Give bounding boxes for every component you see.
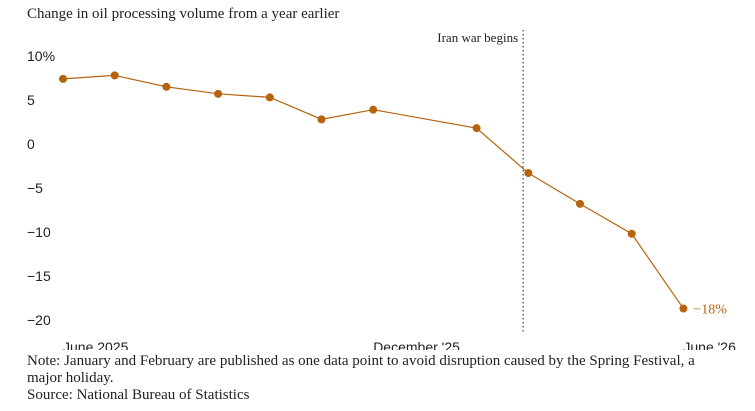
- series: −18%: [59, 71, 727, 318]
- y-tick-label: −10: [27, 224, 51, 240]
- data-point: [214, 89, 223, 98]
- annotation-label: Iran war begins: [437, 30, 518, 45]
- x-axis-ticks: June 2025 December '25 June '26: [63, 339, 736, 350]
- data-point: [317, 115, 326, 124]
- note-text: Note: January and February are published…: [27, 353, 695, 386]
- data-point: [110, 71, 119, 80]
- data-point: [679, 304, 688, 313]
- series-line: [62, 74, 684, 309]
- x-tick-label: June '26: [683, 339, 736, 350]
- y-tick-label: 0: [27, 136, 35, 152]
- chart-notes: Note: January and February are published…: [27, 353, 717, 404]
- data-point: [472, 124, 481, 133]
- x-tick-label: June 2025: [63, 339, 129, 350]
- chart-title: Change in oil processing volume from a y…: [27, 6, 340, 22]
- data-point: [162, 82, 171, 91]
- data-point: [369, 105, 378, 114]
- end-value-label: −18%: [693, 303, 727, 318]
- x-tick-label: December '25: [373, 339, 460, 350]
- y-tick-label: −20: [27, 312, 51, 328]
- y-tick-label: 5: [27, 92, 35, 108]
- line-chart: 10%50−5−10−15−20 June 2025 December '25 Ju…: [27, 30, 736, 350]
- y-tick-label: 10%: [27, 48, 55, 64]
- data-point: [59, 74, 67, 83]
- y-tick-label: −15: [27, 268, 51, 284]
- data-point: [627, 229, 636, 238]
- data-point: [524, 169, 533, 178]
- data-point: [576, 199, 584, 208]
- y-axis-ticks: 10% 5 0 −5 −10 −15 −20: [27, 48, 55, 328]
- source-text: Source: National Bureau of Statistics: [27, 387, 250, 403]
- annotations: Iran war begins: [437, 30, 524, 332]
- data-point: [265, 93, 274, 102]
- y-tick-label: −5: [27, 180, 43, 196]
